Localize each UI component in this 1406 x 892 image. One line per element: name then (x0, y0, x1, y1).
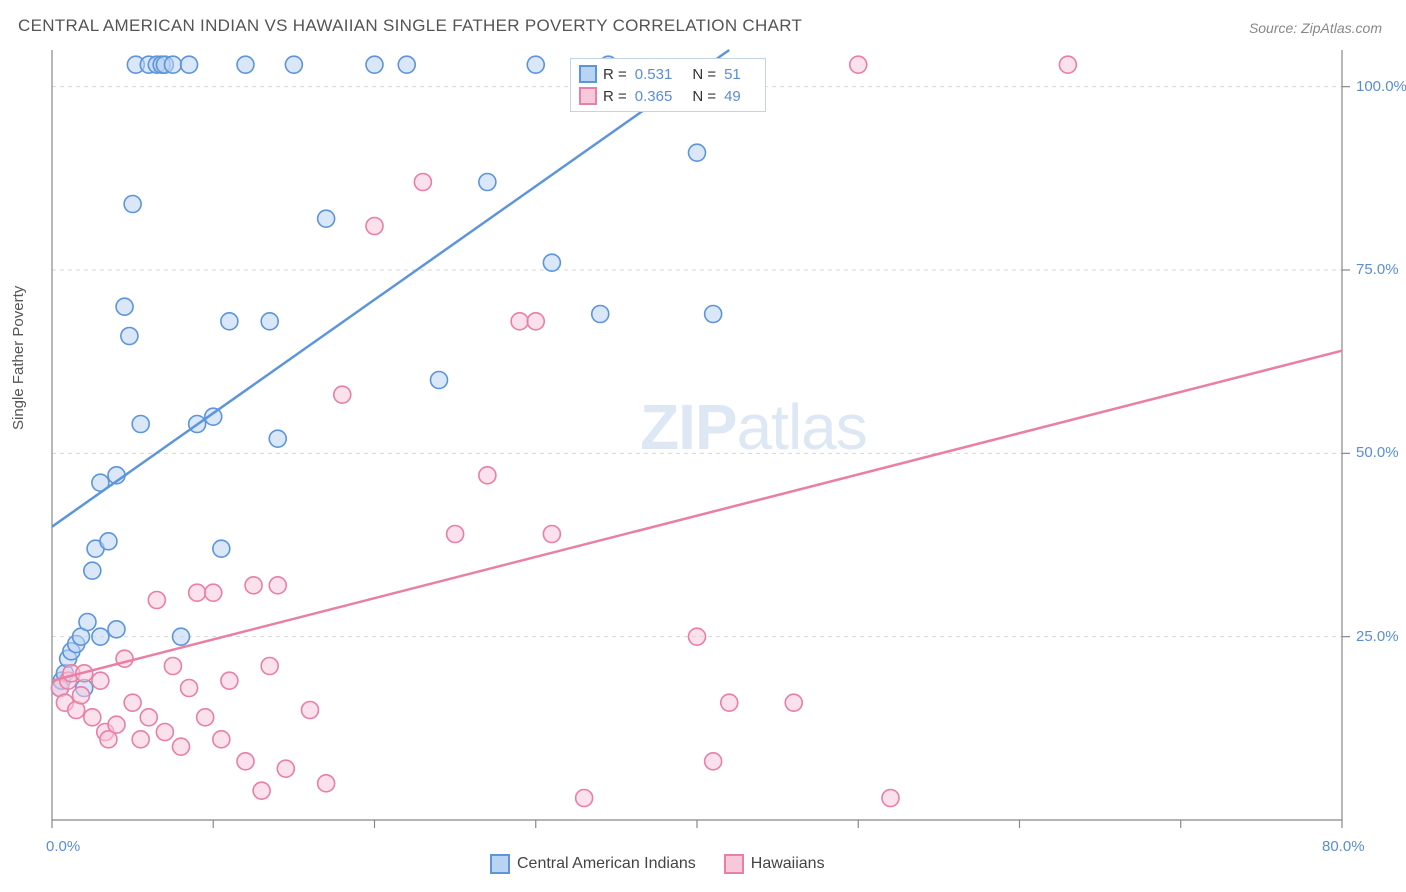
x-tick-label: 0.0% (46, 838, 80, 855)
r-value: 0.365 (635, 88, 673, 105)
r-label: R = (603, 66, 627, 83)
legend-label: Hawaiians (751, 855, 825, 873)
x-tick-label: 80.0% (1322, 838, 1365, 855)
stats-legend-row: R = 0.365 N = 49 (579, 85, 755, 107)
r-value: 0.531 (635, 66, 673, 83)
n-value: 49 (724, 88, 741, 105)
y-tick-label: 75.0% (1356, 261, 1399, 278)
legend-swatch (579, 87, 597, 105)
r-label: R = (603, 88, 627, 105)
legend-item: Central American Indians (490, 854, 696, 874)
n-value: 51 (724, 66, 741, 83)
n-label: N = (692, 66, 716, 83)
y-tick-label: 25.0% (1356, 628, 1399, 645)
legend-swatch (579, 65, 597, 83)
y-tick-label: 50.0% (1356, 444, 1399, 461)
legend-item: Hawaiians (724, 854, 825, 874)
n-label: N = (692, 88, 716, 105)
stats-legend-row: R = 0.531 N = 51 (579, 63, 755, 85)
stats-legend: R = 0.531 N = 51 R = 0.365 N = 49 (570, 58, 766, 112)
legend-swatch (724, 854, 744, 874)
y-tick-label: 100.0% (1356, 78, 1406, 95)
legend-swatch (490, 854, 510, 874)
series-legend: Central American Indians Hawaiians (490, 854, 825, 874)
legend-label: Central American Indians (517, 855, 696, 873)
scatter-chart (0, 0, 1406, 892)
